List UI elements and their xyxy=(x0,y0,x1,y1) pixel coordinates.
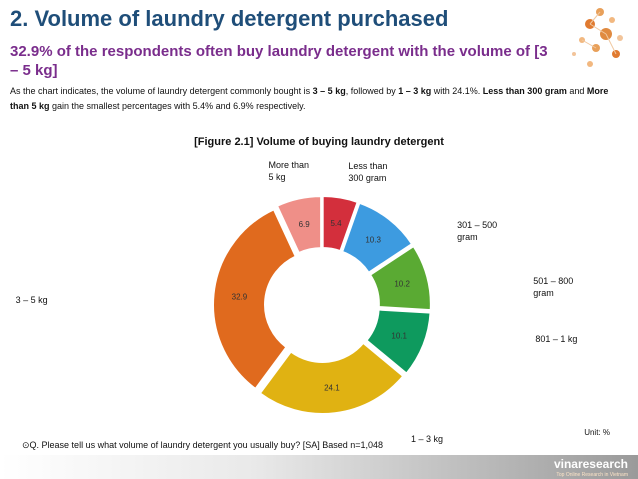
page-subtitle: 32.9% of the respondents often buy laund… xyxy=(10,43,548,79)
slice-value-label: 10.2 xyxy=(394,279,410,288)
donut-slice xyxy=(258,341,405,415)
slice-category-label: Less than 300 gram xyxy=(348,160,388,183)
intro-highlight: 3 – 5 kg xyxy=(312,86,346,96)
donut-slice xyxy=(340,201,414,275)
slice-value-label: 10.3 xyxy=(365,236,381,245)
slice-value-label: 24.1 xyxy=(324,383,340,392)
unit-label: Unit: % xyxy=(584,428,610,437)
intro-text: , followed by xyxy=(345,86,399,96)
slice-category-label: 3 – 5 kg xyxy=(15,294,48,305)
slice-category-label: More than 5 kg xyxy=(268,159,310,182)
figure-title: [Figure 2.1] Volume of buying laundry de… xyxy=(194,136,444,148)
slice-value-label: 5.4 xyxy=(330,219,342,228)
intro-text: As the chart indicates, the volume of la… xyxy=(10,86,313,96)
slice-category-label: 501 – 800 gram xyxy=(533,275,574,298)
intro-text: and xyxy=(566,86,587,96)
intro-text: with 24.1%. xyxy=(431,86,483,96)
intro-text: gain the smallest percentages with 5.4% … xyxy=(49,101,306,111)
survey-question: ⊙Q. Please tell us what volume of laundr… xyxy=(22,440,384,450)
donut-slice xyxy=(321,195,359,253)
logo-dots-icon xyxy=(572,8,623,67)
slice-category-label: 801 – 1 kg xyxy=(535,334,578,344)
intro-paragraph: As the chart indicates, the volume of la… xyxy=(10,84,622,114)
intro-highlight: 1 – 3 kg xyxy=(398,86,432,96)
intro-highlight: More than 5 kg xyxy=(10,86,609,111)
donut-slice xyxy=(275,195,323,255)
brand-logo: vinaresearch xyxy=(553,457,628,471)
donut-slice xyxy=(365,308,432,375)
page-title: 2. Volume of laundry detergent purchased xyxy=(10,6,449,31)
slice-value-label: 32.9 xyxy=(232,293,248,302)
donut-slice xyxy=(212,207,298,391)
slice-value-label: 10.1 xyxy=(391,331,407,340)
slice-category-label: 301 – 500 gram xyxy=(457,220,498,243)
brand-tagline: Top Online Research in Vietnam xyxy=(556,472,628,478)
slice-value-label: 6.9 xyxy=(299,220,311,229)
intro-highlight: Less than 300 gram xyxy=(482,86,567,96)
donut-slice xyxy=(368,244,432,312)
slice-category-label: 1 – 3 kg xyxy=(410,434,444,445)
footer-bar xyxy=(0,455,638,479)
